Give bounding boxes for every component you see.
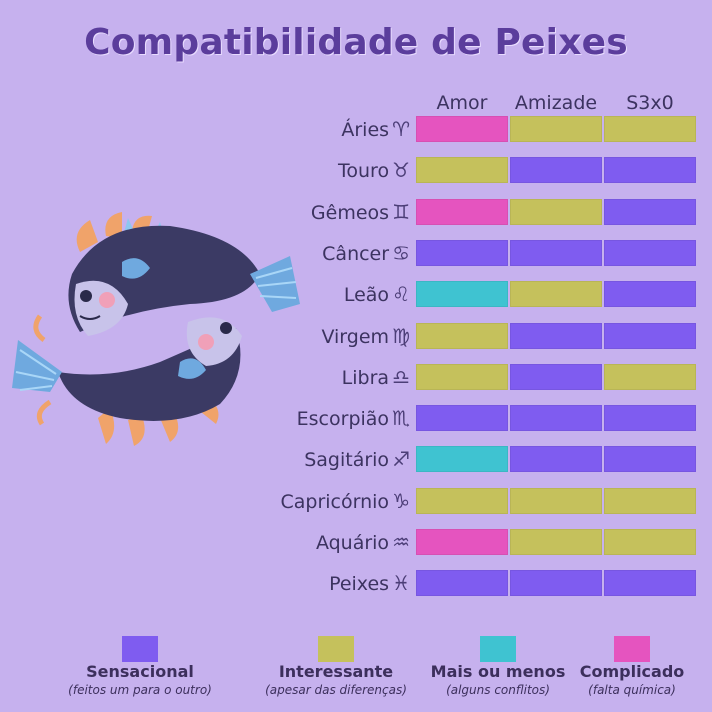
sign-name: Virgem (321, 326, 390, 348)
legend-swatch (318, 636, 354, 662)
compatibility-cell (604, 199, 696, 225)
zodiac-glyph-icon: ♋ (392, 241, 410, 265)
compatibility-cell (416, 570, 508, 596)
column-header: Amizade (514, 92, 598, 114)
sign-row-label: Escorpião ♏ (0, 405, 410, 431)
zodiac-glyph-icon: ♌ (392, 282, 410, 306)
legend-label: Mais ou menos (430, 662, 566, 681)
sign-row-label: Peixes ♓ (0, 570, 410, 596)
sign-row-label: Touro ♉ (0, 157, 410, 183)
sign-row-label: Áries ♈ (0, 116, 410, 142)
sign-name: Leão (343, 284, 390, 306)
compatibility-cell (510, 446, 602, 472)
compatibility-cell (416, 157, 508, 183)
legend-label: Interessante (278, 662, 394, 681)
compatibility-cell (416, 240, 508, 266)
compatibility-cell (510, 529, 602, 555)
legend-swatch (480, 636, 516, 662)
zodiac-glyph-icon: ♓ (392, 571, 410, 595)
compatibility-cell (416, 199, 508, 225)
compatibility-cell (416, 281, 508, 307)
sign-name: Áries (341, 119, 390, 141)
legend-description: (apesar das diferenças) (265, 683, 407, 697)
sign-name: Peixes (329, 573, 390, 595)
sign-name: Capricórnio (280, 491, 390, 513)
compatibility-cell (604, 281, 696, 307)
sign-row-label: Virgem ♍ (0, 323, 410, 349)
compatibility-cell (604, 240, 696, 266)
compatibility-cell (604, 570, 696, 596)
legend-description: (feitos um para o outro) (68, 683, 212, 697)
compatibility-cell (416, 529, 508, 555)
compatibility-cell (604, 529, 696, 555)
compatibility-cell (510, 240, 602, 266)
legend-swatch (614, 636, 650, 662)
compatibility-cell (416, 364, 508, 390)
compatibility-cell (510, 323, 602, 349)
sign-row-label: Câncer ♋ (0, 240, 410, 266)
compatibility-cell (510, 281, 602, 307)
compatibility-cell (510, 570, 602, 596)
legend-label: Complicado (579, 662, 685, 681)
compatibility-cell (416, 405, 508, 431)
compatibility-cell (604, 446, 696, 472)
compatibility-cell (510, 364, 602, 390)
compatibility-cell (510, 488, 602, 514)
column-header: Amor (436, 92, 488, 114)
sign-name: Escorpião (296, 408, 390, 430)
page-title: Compatibilidade de Peixes (84, 22, 628, 63)
upper-fish-icon (68, 212, 300, 336)
sign-name: Gêmeos (310, 202, 390, 224)
compatibility-cell (416, 488, 508, 514)
sign-row-label: Capricórnio ♑ (0, 488, 411, 514)
legend-label: Sensacional (86, 662, 194, 681)
sign-row-label: Aquário ♒ (0, 529, 410, 555)
compatibility-cell (510, 157, 602, 183)
compatibility-cell (604, 488, 696, 514)
pisces-fish-illustration (12, 212, 300, 446)
sign-name: Câncer (322, 243, 390, 265)
zodiac-glyph-icon: ♈ (392, 117, 410, 141)
sign-name: Sagitário (304, 449, 390, 471)
compatibility-cell (510, 116, 602, 142)
zodiac-glyph-icon: ♒ (392, 530, 410, 554)
sign-row-label: Gêmeos ♊ (0, 199, 410, 225)
zodiac-glyph-icon: ♏ (392, 406, 410, 430)
sign-row-label: Libra ♎ (0, 364, 410, 390)
column-header: S3x0 (626, 92, 674, 114)
sign-row-label: Sagitário ♐ (0, 446, 410, 472)
compatibility-cell (604, 405, 696, 431)
compatibility-cell (604, 364, 696, 390)
legend-description: (falta química) (588, 683, 676, 697)
zodiac-glyph-icon: ♐ (392, 447, 410, 471)
compatibility-cell (416, 323, 508, 349)
zodiac-glyph-icon: ♍ (392, 324, 410, 348)
compatibility-cell (416, 446, 508, 472)
lower-fish-icon (12, 314, 242, 446)
zodiac-glyph-icon: ♉ (392, 158, 410, 182)
compatibility-cell (604, 323, 696, 349)
legend-swatch (122, 636, 158, 662)
compatibility-cell (510, 199, 602, 225)
compatibility-cell (604, 157, 696, 183)
sign-name: Libra (341, 367, 390, 389)
zodiac-glyph-icon: ♊ (392, 200, 410, 224)
sign-name: Aquário (315, 532, 390, 554)
zodiac-glyph-icon: ♎ (392, 365, 410, 389)
compatibility-cell (416, 116, 508, 142)
legend-description: (alguns conflitos) (446, 683, 550, 697)
zodiac-glyph-icon: ♑ (392, 489, 410, 513)
sign-name: Touro (338, 160, 390, 182)
compatibility-cell (604, 116, 696, 142)
compatibility-cell (510, 405, 602, 431)
sign-row-label: Leão ♌ (0, 281, 410, 307)
